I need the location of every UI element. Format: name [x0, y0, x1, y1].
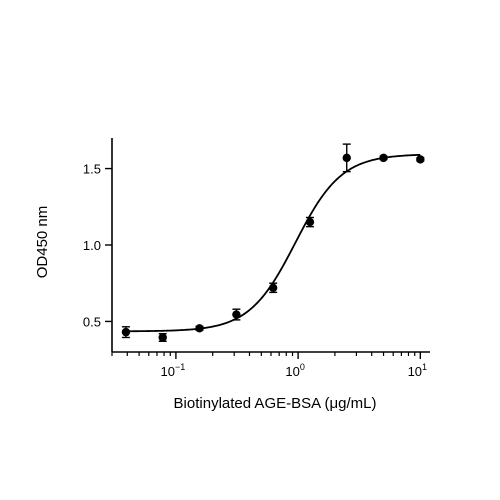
data-point [158, 332, 167, 342]
data-point [305, 216, 315, 228]
x-axis-title: Biotinylated AGE-BSA (μg/mL) [174, 395, 377, 412]
point-marker [232, 310, 241, 319]
point-marker [379, 153, 388, 163]
fit-curve [125, 153, 421, 333]
point-marker [305, 217, 315, 227]
data-points [121, 143, 425, 342]
y-major-ticks: 0.5 1.0 1.5 [83, 162, 112, 329]
data-point [232, 308, 241, 321]
x-tick-label: 10−1 [161, 362, 186, 379]
y-tick-label: 1.5 [83, 162, 101, 177]
point-marker [416, 155, 425, 164]
x-minor-ticks [111, 352, 416, 356]
y-axis-title: OD450 nm [34, 206, 51, 279]
x-tick-label: 101 [408, 362, 427, 379]
y-tick-label: 1.0 [83, 238, 101, 253]
x-major-ticks: 10−1 100 101 [161, 352, 427, 379]
data-point [121, 326, 131, 339]
point-marker [121, 327, 131, 337]
point-marker [195, 324, 204, 333]
axes: 10−1 100 101 0.5 1.0 1.5 [83, 138, 430, 379]
data-point [416, 155, 425, 164]
data-point [195, 324, 204, 333]
point-marker [342, 153, 351, 163]
y-tick-label: 0.5 [83, 314, 101, 329]
data-point [342, 143, 351, 173]
data-point [268, 282, 278, 294]
point-marker [158, 333, 167, 342]
point-marker [268, 283, 278, 292]
data-point [379, 153, 388, 163]
x-tick-label: 100 [285, 362, 304, 379]
